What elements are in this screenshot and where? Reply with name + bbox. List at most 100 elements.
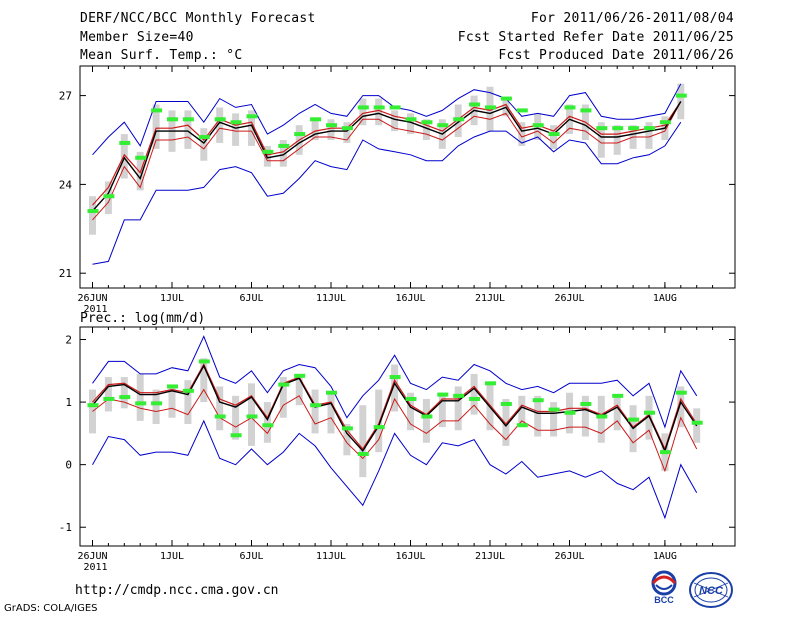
spread-box	[248, 110, 255, 146]
obs-marker	[230, 433, 242, 438]
obs-marker	[198, 359, 210, 364]
x-tick-label: 26JUL	[554, 551, 584, 562]
header-forecast-period: For 2011/06/26-2011/08/04	[530, 11, 734, 26]
obs-marker	[691, 420, 703, 425]
obs-marker	[262, 423, 274, 428]
y-tick-label: 24	[59, 178, 73, 191]
series-line-lower	[92, 121, 682, 265]
spread-box	[597, 395, 605, 443]
spread-box	[216, 386, 224, 431]
x-tick-label: 1AUG	[653, 293, 677, 304]
obs-marker	[310, 403, 322, 408]
obs-marker	[341, 426, 353, 431]
obs-marker	[659, 120, 671, 125]
spread-box	[343, 423, 351, 456]
obs-marker	[596, 126, 608, 131]
obs-marker	[612, 126, 624, 131]
obs-marker	[628, 126, 640, 131]
obs-marker	[421, 120, 433, 125]
footer-url[interactable]: http://cmdp.ncc.cma.gov.cn	[75, 583, 279, 598]
series-line-ens-mean	[92, 101, 682, 221]
x-tick-label: 6JUL	[239, 293, 263, 304]
spread-box	[550, 402, 558, 437]
spread-box	[375, 389, 383, 453]
x-tick-label: 1JUL	[160, 293, 184, 304]
x-tick-label: 26JUN	[77, 293, 107, 304]
x-tick-label: 26JUN	[77, 551, 107, 562]
spread-box	[327, 119, 335, 140]
spread-box	[168, 386, 176, 418]
spread-box	[438, 392, 446, 428]
obs-marker	[580, 401, 592, 406]
obs-marker	[485, 381, 496, 386]
obs-marker	[453, 393, 465, 398]
spread-box	[120, 377, 128, 409]
spread-box	[89, 196, 96, 235]
series-line-lower	[92, 419, 698, 520]
footer-grads-credit: GrADS: COLA/IGES	[4, 603, 98, 614]
obs-marker	[516, 423, 528, 428]
obs-marker	[87, 209, 99, 214]
spread-box	[152, 104, 160, 149]
x-tick-label: 16JUL	[395, 551, 425, 562]
bcc-logo-icon: BCC	[651, 570, 677, 605]
plot-frame	[79, 65, 736, 289]
spread-box	[550, 125, 558, 149]
obs-marker	[580, 108, 592, 113]
spread-box	[343, 122, 351, 143]
obs-marker	[246, 114, 258, 119]
y-tick-label: 0	[65, 459, 72, 472]
spread-box	[391, 364, 399, 412]
obs-marker	[230, 120, 242, 125]
spread-box	[232, 395, 240, 440]
header-member-size: Member Size=40	[80, 30, 194, 45]
obs-marker	[182, 117, 194, 122]
obs-marker	[596, 414, 608, 419]
spread-box	[375, 98, 383, 126]
spread-box	[184, 110, 192, 149]
obs-marker	[357, 452, 369, 457]
spread-box	[422, 119, 430, 140]
spread-box	[279, 377, 287, 418]
obs-marker	[373, 425, 385, 430]
spread-box	[279, 140, 287, 167]
obs-marker	[675, 93, 687, 98]
obs-marker	[516, 108, 528, 113]
spread-box	[232, 113, 240, 146]
obs-marker	[167, 117, 178, 122]
series-line-median	[91, 101, 682, 212]
obs-marker	[548, 407, 560, 412]
spread-box	[295, 373, 303, 406]
header-variable: Mean Surf. Temp.: °C	[80, 48, 243, 63]
obs-marker	[151, 401, 163, 406]
x-year-label: 2011	[83, 562, 107, 573]
obs-marker	[564, 410, 576, 415]
spread-box	[645, 122, 653, 149]
header-produced-date: Fcst Produced Date 2011/06/26	[498, 48, 734, 63]
series-line-mean	[92, 363, 698, 451]
spread-box	[327, 392, 335, 434]
obs-marker	[548, 132, 560, 137]
panel-title: Prec.: log(mm/d)	[80, 311, 205, 326]
obs-marker	[469, 102, 481, 107]
obs-marker	[326, 390, 337, 395]
obs-marker	[310, 117, 322, 122]
spread-box	[518, 122, 526, 146]
header-start-date: Fcst Started Refer Date 2011/06/25	[457, 30, 734, 45]
obs-marker	[135, 155, 147, 160]
x-year-label: 2011	[83, 304, 107, 315]
obs-marker	[421, 414, 433, 419]
obs-marker	[373, 105, 385, 110]
x-tick-label: 16JUL	[395, 293, 425, 304]
obs-marker	[87, 403, 99, 408]
obs-marker	[278, 382, 290, 387]
chart-panel-1: 21 24 27 26JUN 1JUL 6JUL 11JUL 16JUL 21JUL 26JUL 1…	[59, 65, 736, 315]
spread-box	[407, 392, 414, 431]
ncc-logo-text: NCC	[699, 585, 724, 597]
obs-marker	[103, 194, 115, 199]
spread-box	[104, 377, 112, 412]
obs-marker	[405, 117, 417, 122]
obs-marker	[532, 123, 544, 128]
spread-box	[136, 373, 144, 421]
obs-marker	[278, 143, 290, 148]
